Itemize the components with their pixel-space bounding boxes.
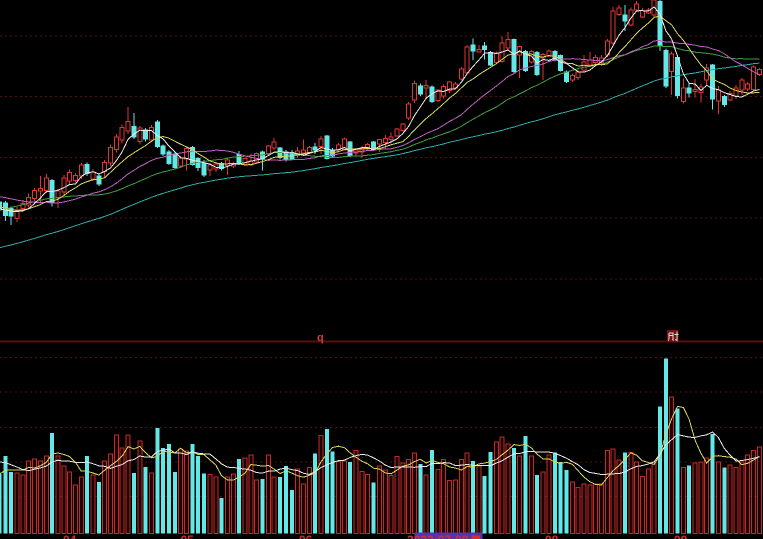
svg-text:06: 06: [299, 533, 313, 539]
svg-text:2022-07-08: 2022-07-08: [407, 533, 469, 539]
svg-text:08: 08: [545, 533, 559, 539]
svg-text:04: 04: [63, 533, 77, 539]
svg-text:q: q: [317, 332, 324, 344]
svg-text:09: 09: [674, 533, 688, 539]
svg-text:05: 05: [181, 533, 195, 539]
